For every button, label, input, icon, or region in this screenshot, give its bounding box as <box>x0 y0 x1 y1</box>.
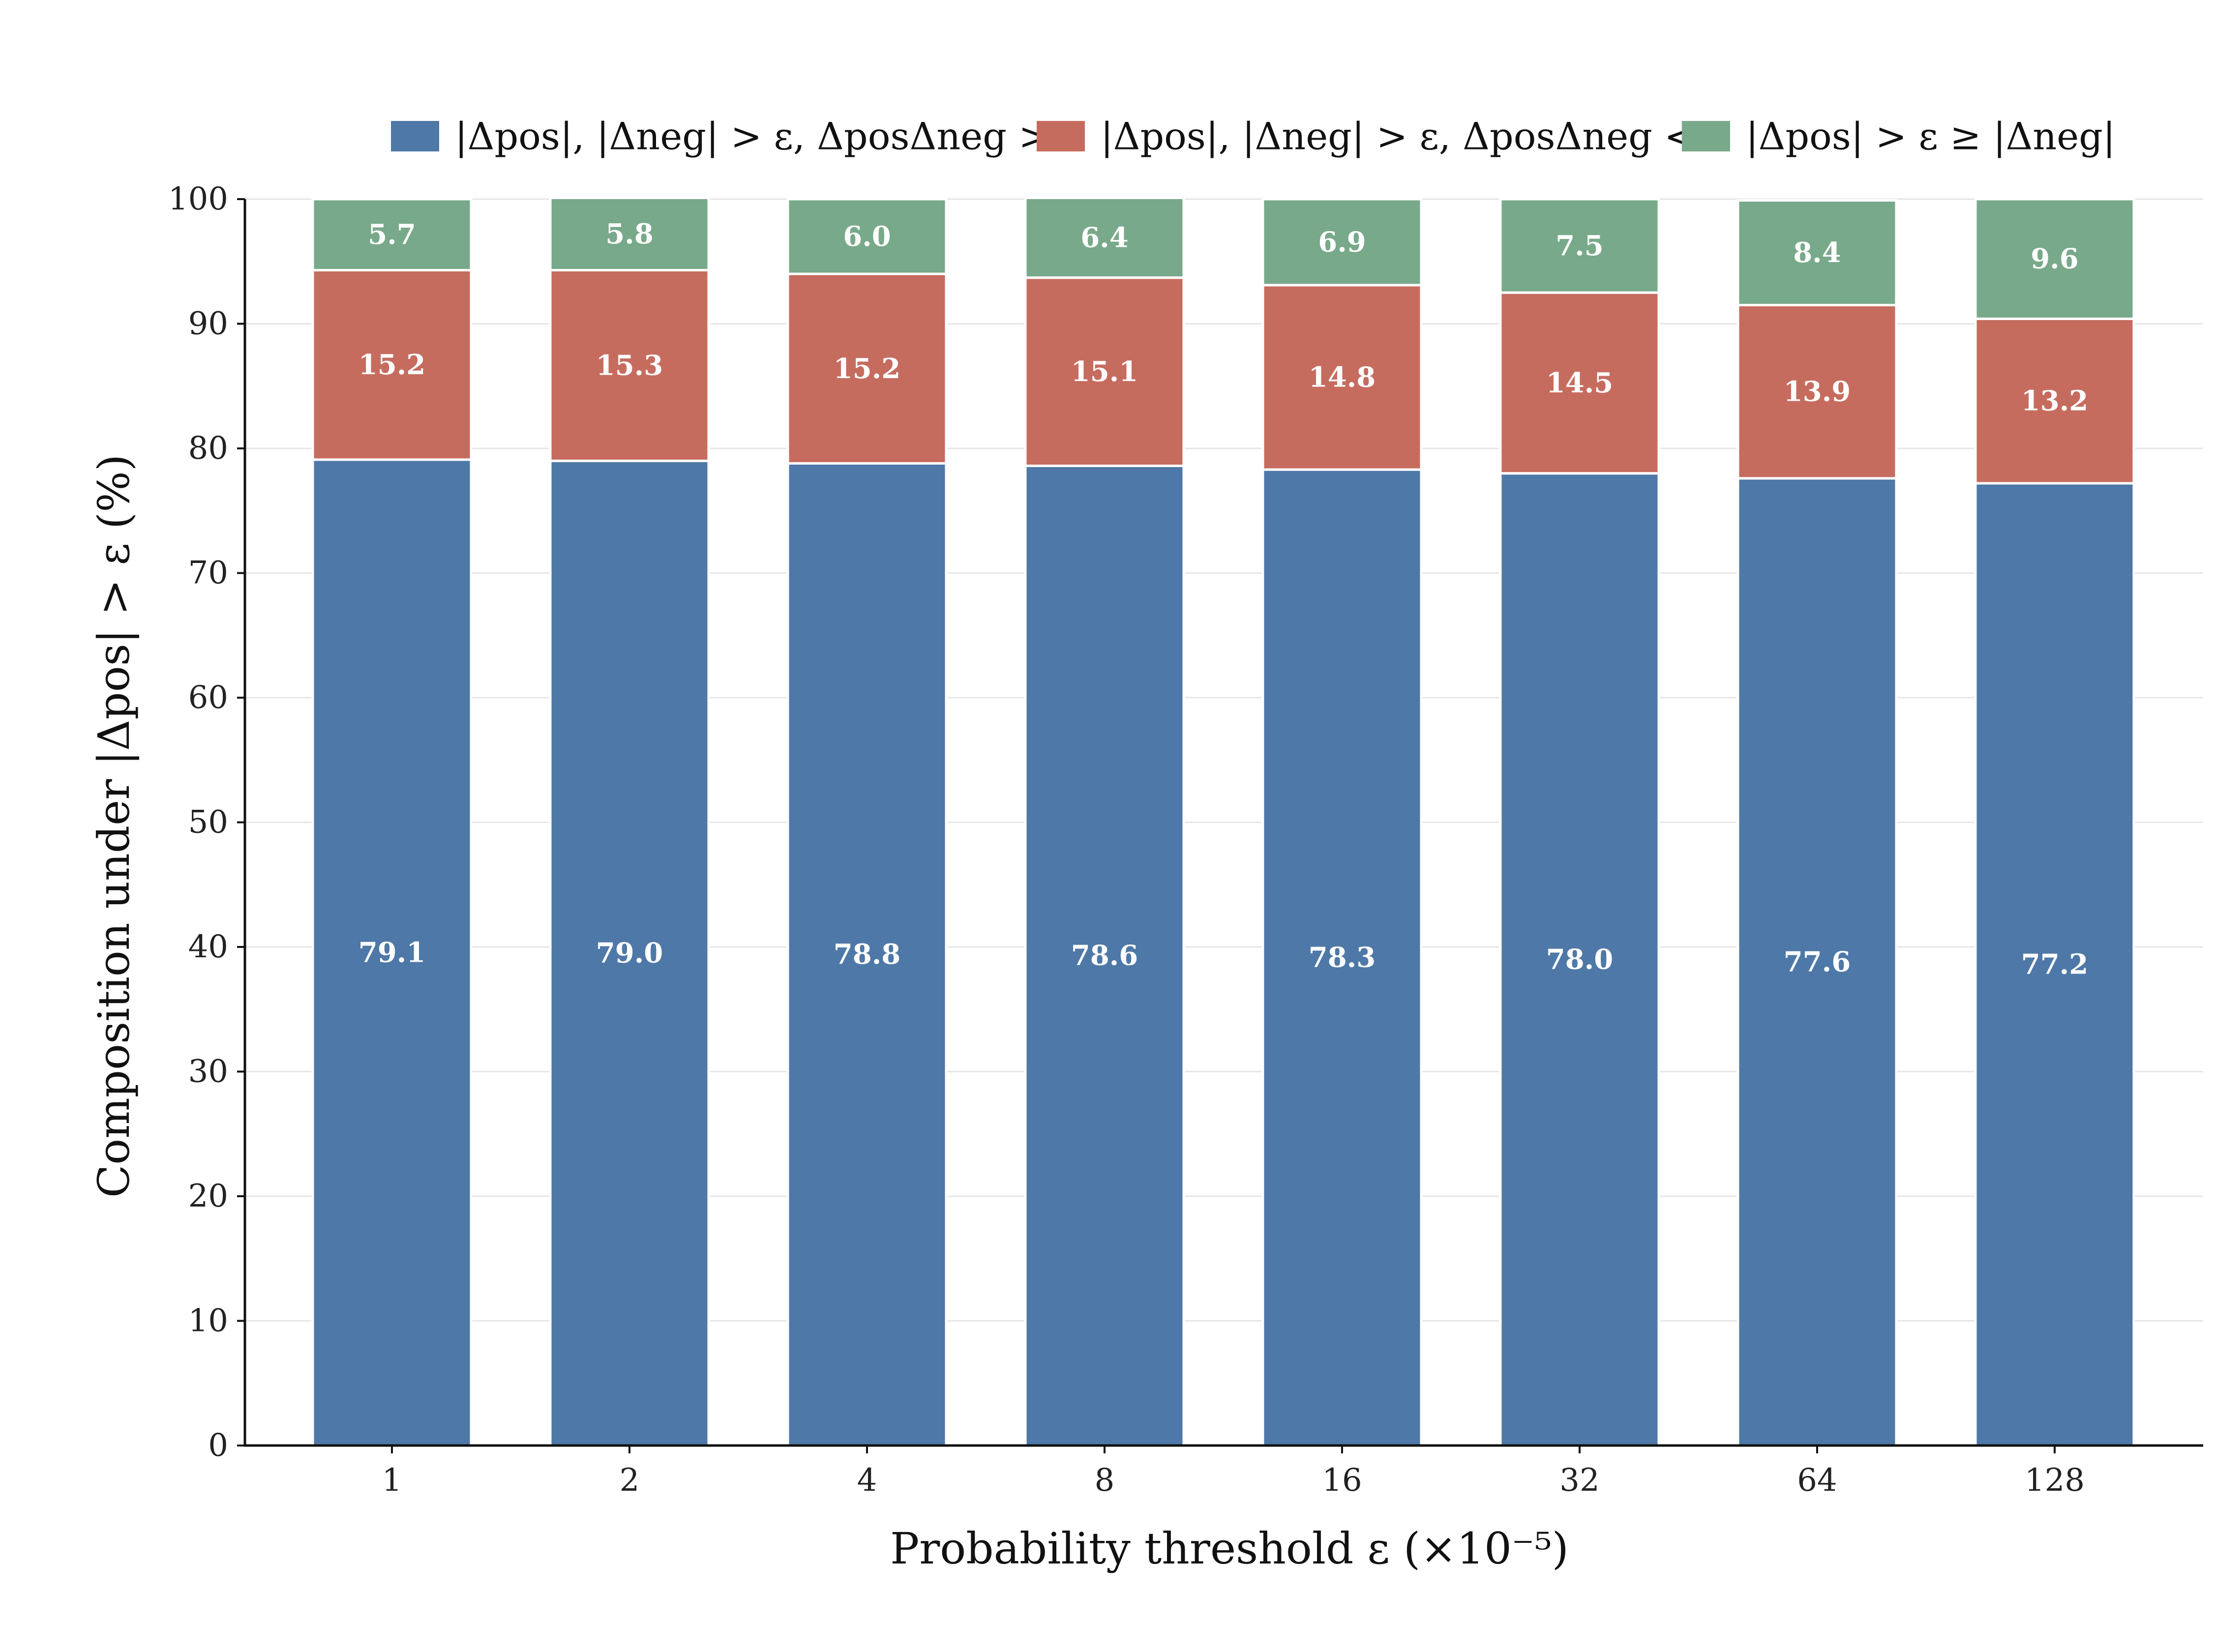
bar-segment <box>1499 198 1660 294</box>
bar-value-label: 15.3 <box>596 349 663 382</box>
bar-segment <box>1261 198 1423 287</box>
bar-segment <box>1024 464 1185 1447</box>
bar-value-label: 7.5 <box>1555 230 1603 262</box>
bar-value-label: 77.6 <box>1784 945 1851 978</box>
bar-value-label: 15.2 <box>359 349 425 381</box>
bar-value-label: 13.9 <box>1784 376 1851 408</box>
y-tick-label: 10 <box>188 1303 228 1339</box>
bar-segment <box>1974 198 2135 320</box>
bar-value-label: 78.0 <box>1546 943 1613 975</box>
x-tick-label: 2 <box>620 1462 640 1499</box>
bar-segment <box>1974 317 2135 485</box>
bar-segment <box>1736 199 1898 306</box>
x-tick-label: 16 <box>1322 1462 1362 1499</box>
bar-segment <box>1499 472 1660 1447</box>
x-tick-label: 1 <box>382 1462 402 1499</box>
bar-segment <box>1736 477 1898 1447</box>
bars <box>311 196 2135 1447</box>
legend-label: |Δpos| > ε ≥ |Δneg| <box>1746 115 2116 158</box>
legend-swatch <box>1037 121 1085 151</box>
bar-segment <box>1736 303 1898 480</box>
x-tick-label: 4 <box>857 1462 877 1499</box>
bar-value-label: 5.8 <box>605 218 653 250</box>
bar-segment <box>549 459 710 1447</box>
y-tick-label: 20 <box>188 1178 228 1214</box>
legend-label: |Δpos|, |Δneg| > ε, ΔposΔneg > 0 <box>455 115 1085 158</box>
y-tick-label: 80 <box>188 430 228 467</box>
bar-segment <box>786 272 948 465</box>
x-axis-ticks: 1 2 4 8 16 32 64 128 <box>382 1446 2085 1499</box>
bar-value-label: 8.4 <box>1793 236 1841 269</box>
y-tick-label: 50 <box>188 804 228 841</box>
legend-swatch <box>1682 121 1730 151</box>
bar-segment <box>1024 276 1185 467</box>
bar-value-label: 15.1 <box>1071 355 1138 388</box>
bar-value-label: 78.3 <box>1309 942 1376 974</box>
bar-segment <box>311 268 473 461</box>
x-tick-label: 8 <box>1095 1462 1115 1499</box>
y-tick-label: 70 <box>188 555 228 591</box>
bar-value-label: 79.0 <box>596 937 663 970</box>
bar-value-label: 15.2 <box>834 353 900 385</box>
bar-value-label: 13.2 <box>2021 385 2088 417</box>
x-axis-title-group: Probability threshold ε (×10⁻⁵) <box>890 1523 1569 1574</box>
bar-value-label: 78.8 <box>834 938 900 971</box>
bar-segment <box>786 198 948 275</box>
bar-value-label: 14.8 <box>1309 361 1376 394</box>
gridlines <box>245 198 2203 1446</box>
bar-value-label: 5.7 <box>368 218 416 251</box>
legend-swatch <box>391 121 439 151</box>
bar-value-label: 9.6 <box>2031 243 2078 275</box>
bar-segment <box>549 268 710 462</box>
y-axis-ticks: 0 10 20 30 40 50 60 70 80 90 100 <box>168 181 245 1464</box>
bar-value-labels: 79.1 15.2 5.7 79.0 15.3 5.8 78.8 15.2 6.0 78.6 15.… <box>359 218 2088 981</box>
y-axis-title: Composition under |Δpos| > ε (%) <box>89 454 139 1198</box>
bar-value-label: 6.0 <box>843 220 891 253</box>
bar-segment <box>549 196 710 271</box>
y-tick-label: 0 <box>208 1427 228 1464</box>
x-axis-title: Probability threshold ε (×10⁻⁵) <box>890 1523 1569 1574</box>
bar-value-label: 14.5 <box>1546 367 1613 399</box>
legend: |Δpos|, |Δneg| > ε, ΔposΔneg > 0 |Δpos|, … <box>391 115 2116 158</box>
y-tick-label: 30 <box>188 1054 228 1090</box>
x-tick-label: 128 <box>2025 1462 2085 1499</box>
x-tick-label: 32 <box>1559 1462 1599 1499</box>
bar-segment <box>1974 482 2135 1447</box>
bar-segment <box>1024 196 1185 279</box>
y-tick-label: 100 <box>168 181 228 217</box>
x-tick-label: 64 <box>1797 1462 1837 1499</box>
y-tick-label: 90 <box>188 306 228 342</box>
bar-segment <box>786 462 948 1447</box>
bar-value-label: 78.6 <box>1071 940 1138 972</box>
y-axis-title-group: Composition under |Δpos| > ε (%) <box>89 454 139 1198</box>
bar-value-label: 77.2 <box>2021 948 2088 980</box>
bar-segment <box>311 198 473 271</box>
bar-value-label: 79.1 <box>359 936 425 969</box>
bar-segment <box>311 458 473 1447</box>
bar-value-label: 6.4 <box>1080 222 1128 254</box>
bar-segment <box>1261 468 1423 1447</box>
bar-value-label: 6.9 <box>1318 226 1366 258</box>
legend-label: |Δpos|, |Δneg| > ε, ΔposΔneg < 0 <box>1101 115 1731 158</box>
y-tick-label: 40 <box>188 929 228 965</box>
y-tick-label: 60 <box>188 679 228 716</box>
